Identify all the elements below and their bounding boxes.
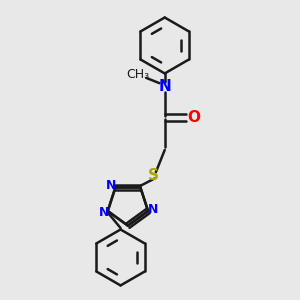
Text: N: N [158, 79, 171, 94]
Text: CH₃: CH₃ [126, 68, 149, 80]
Text: O: O [187, 110, 200, 125]
Text: N: N [99, 206, 109, 220]
Text: S: S [147, 167, 158, 182]
Text: N: N [106, 179, 116, 192]
Text: N: N [147, 202, 158, 216]
